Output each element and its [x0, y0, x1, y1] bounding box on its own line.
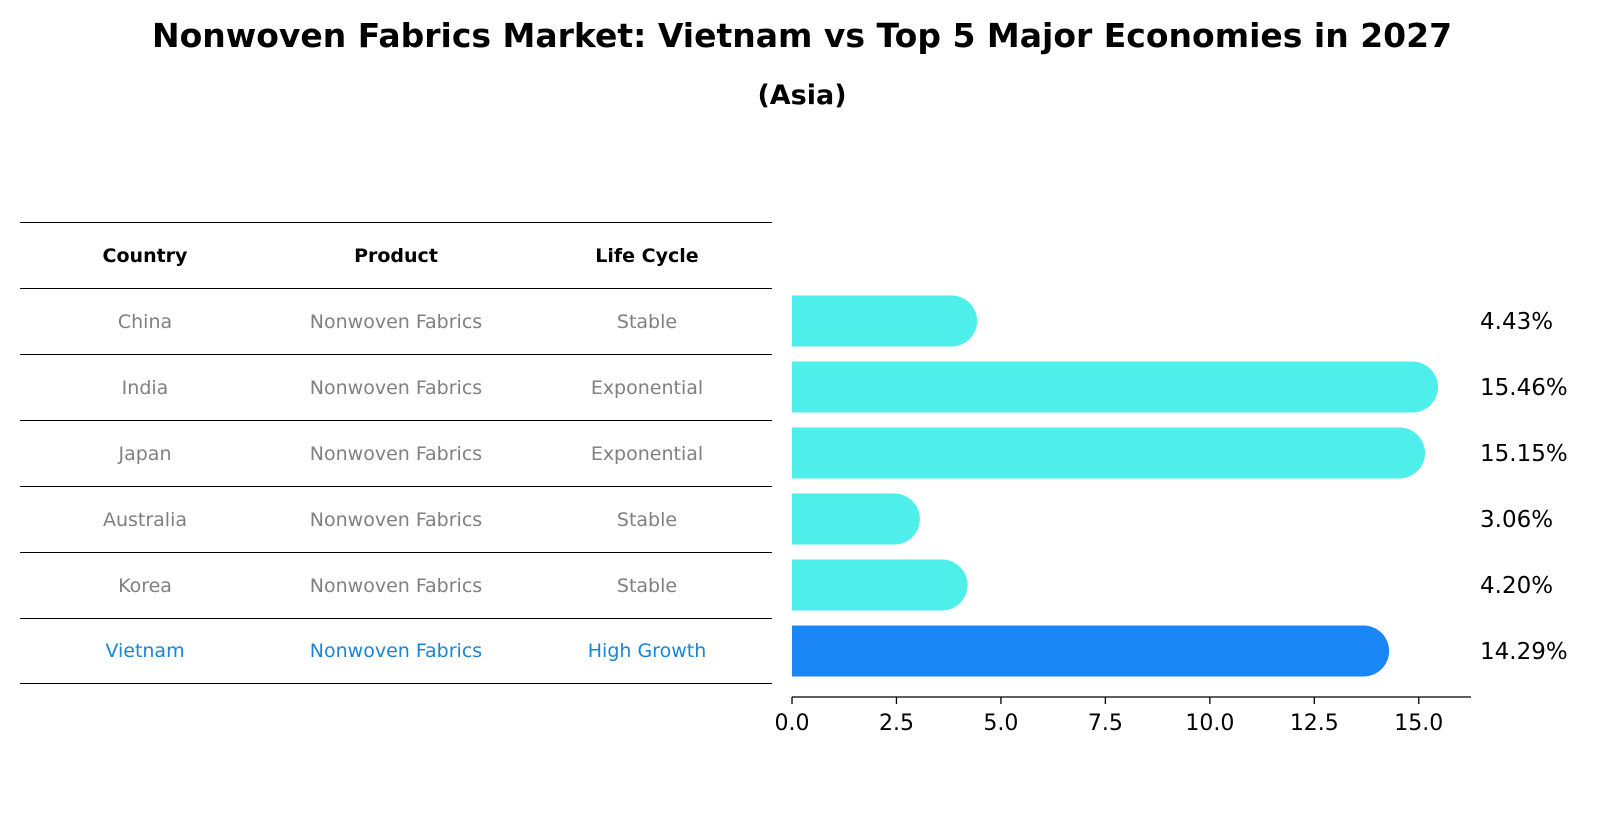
x-tick-label: 5.0 [983, 711, 1018, 736]
bar [792, 295, 978, 347]
cell-life-cycle: Stable [616, 508, 678, 531]
bar-value-label: 4.20% [1480, 573, 1553, 599]
header-life-cycle: Life Cycle [595, 244, 699, 267]
chart-subtitle: (Asia) [757, 80, 847, 111]
table-header: Country Product Life Cycle [20, 222, 772, 288]
bar-value-label: 15.15% [1480, 441, 1568, 467]
bar-value-label: 14.29% [1480, 639, 1568, 665]
cell-life-cycle: High Growth [587, 640, 707, 662]
cell-country: India [121, 376, 169, 399]
bar-highlight [792, 625, 1390, 677]
table-row: Australia Nonwoven Fabrics Stable [20, 486, 772, 552]
x-tick-label: 12.5 [1290, 711, 1339, 736]
bar [792, 559, 968, 611]
cell-country: Japan [118, 442, 172, 465]
cell-life-cycle: Exponential [590, 376, 704, 399]
table-row: Japan Nonwoven Fabrics Exponential [20, 420, 772, 486]
x-tick-label: 15.0 [1394, 711, 1443, 736]
data-table: Country Product Life Cycle China Nonwove… [20, 222, 772, 684]
bar [792, 493, 920, 545]
table-row: China Nonwoven Fabrics Stable [20, 288, 772, 354]
cell-product: Nonwoven Fabrics [309, 508, 483, 531]
cell-country: Vietnam [105, 640, 185, 662]
cell-country: Australia [102, 508, 188, 531]
cell-product: Nonwoven Fabrics [309, 442, 483, 465]
cell-product: Nonwoven Fabrics [309, 640, 483, 662]
cell-country: China [117, 310, 173, 333]
cell-country: Korea [118, 574, 172, 597]
table-row-highlight: Vietnam Nonwoven Fabrics High Growth [20, 618, 772, 684]
bar [792, 427, 1426, 479]
cell-life-cycle: Stable [616, 310, 678, 333]
cell-product: Nonwoven Fabrics [309, 310, 483, 333]
table-row: Korea Nonwoven Fabrics Stable [20, 552, 772, 618]
header-product: Product [354, 244, 438, 267]
x-tick-label: 0.0 [775, 711, 810, 736]
bar-value-label: 4.43% [1480, 309, 1553, 335]
table-row: India Nonwoven Fabrics Exponential [20, 354, 772, 420]
bar [792, 361, 1438, 413]
chart-title: Nonwoven Fabrics Market: Vietnam vs Top … [151, 16, 1453, 55]
bar-value-label: 15.46% [1480, 375, 1568, 401]
x-tick-label: 2.5 [879, 711, 914, 736]
x-tick-label: 10.0 [1185, 711, 1234, 736]
header-country: Country [102, 244, 188, 267]
cell-life-cycle: Exponential [590, 442, 704, 465]
x-tick-label: 7.5 [1088, 711, 1123, 736]
cell-life-cycle: Stable [616, 574, 678, 597]
cell-product: Nonwoven Fabrics [309, 574, 483, 597]
bar-value-label: 3.06% [1480, 507, 1553, 533]
cell-product: Nonwoven Fabrics [309, 376, 483, 399]
